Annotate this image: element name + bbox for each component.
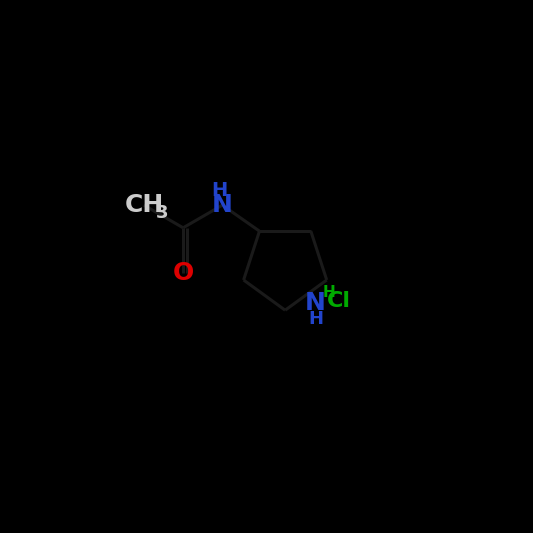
Text: O: O — [173, 261, 193, 285]
Text: H: H — [212, 181, 228, 200]
Text: N: N — [305, 291, 326, 316]
Text: H: H — [323, 285, 336, 300]
Text: H: H — [308, 310, 323, 328]
Text: N: N — [212, 193, 233, 217]
Text: 3: 3 — [156, 204, 169, 222]
Text: CH: CH — [124, 193, 164, 217]
Text: Cl: Cl — [326, 291, 351, 311]
